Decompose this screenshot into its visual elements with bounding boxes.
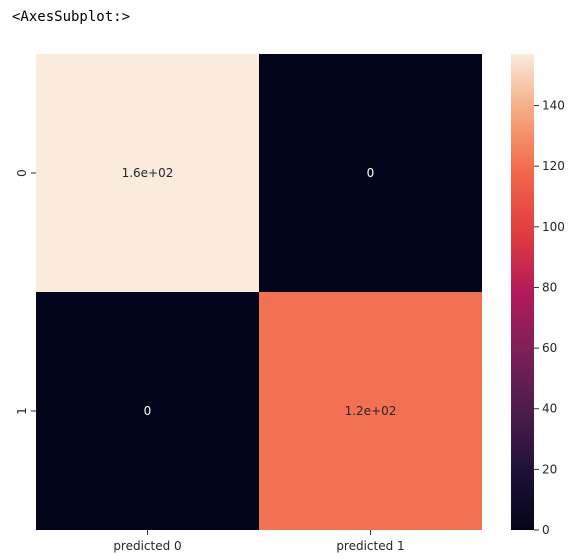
heatmap-cell-r1-c1 — [259, 292, 482, 530]
heatmap-cells — [36, 54, 482, 530]
heatmap-cell-r1-c0 — [36, 292, 259, 530]
y-tick-label-0: 0 — [15, 169, 29, 177]
colorbar-tick-label-3: 60 — [542, 341, 557, 355]
cell-annotation-r0-c1: 0 — [367, 166, 375, 180]
y-axis: 01 — [15, 169, 36, 415]
colorbar-gradient — [511, 54, 534, 530]
x-tick-label-0: predicted 0 — [113, 539, 181, 553]
cell-annotation-r0-c0: 1.6e+02 — [122, 166, 174, 180]
colorbar-tick-label-1: 20 — [542, 462, 557, 476]
colorbar: 0 20 40 60 80 100 120 140 — [511, 54, 565, 537]
cell-output-repr: <AxesSubplot:> — [12, 9, 131, 25]
heatmap-cell-r0-c0 — [36, 54, 259, 292]
colorbar-tick-label-0: 0 — [542, 523, 550, 537]
x-tick-label-1: predicted 1 — [336, 539, 404, 553]
y-tick-label-1: 1 — [15, 407, 29, 415]
colorbar-tick-label-7: 140 — [542, 99, 565, 113]
colorbar-tick-label-2: 40 — [542, 402, 557, 416]
x-axis: predicted 0 predicted 1 — [113, 530, 405, 553]
heatmap-cell-r0-c1 — [259, 54, 482, 292]
cell-annotation-r1-c1: 1.2e+02 — [345, 404, 397, 418]
cell-annotation-r1-c0: 0 — [144, 404, 152, 418]
colorbar-tick-label-5: 100 — [542, 220, 565, 234]
cell-annotations: 1.6e+02 0 0 1.2e+02 — [122, 166, 397, 418]
colorbar-tick-label-4: 80 — [542, 280, 557, 294]
colorbar-tick-label-6: 120 — [542, 159, 565, 173]
